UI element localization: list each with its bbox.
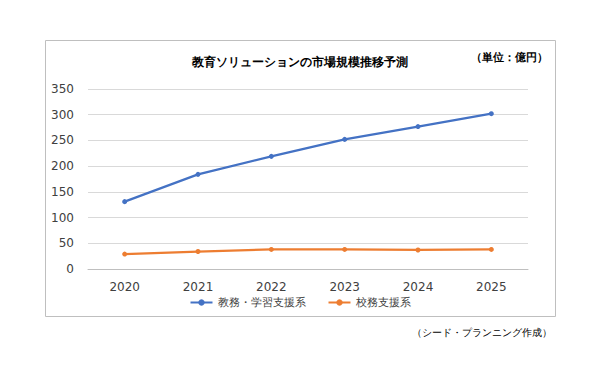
svg-text:350: 350 — [51, 82, 74, 96]
svg-text:2025: 2025 — [476, 280, 507, 294]
svg-text:教務・学習支援系: 教務・学習支援系 — [218, 296, 306, 309]
svg-text:0: 0 — [66, 262, 74, 276]
svg-text:2020: 2020 — [109, 280, 140, 294]
svg-text:2024: 2024 — [403, 280, 434, 294]
svg-text:教育ソリューションの市場規模推移予測: 教育ソリューションの市場規模推移予測 — [191, 55, 408, 69]
svg-text:2021: 2021 — [183, 280, 214, 294]
svg-text:200: 200 — [51, 159, 74, 173]
svg-text:2023: 2023 — [329, 280, 360, 294]
svg-text:100: 100 — [51, 211, 74, 225]
svg-text:250: 250 — [51, 133, 74, 147]
svg-text:150: 150 — [51, 185, 74, 199]
svg-text:（シード・プランニング作成）: （シード・プランニング作成） — [412, 327, 552, 338]
svg-text:校務支援系: 校務支援系 — [355, 296, 411, 309]
svg-text:2022: 2022 — [256, 280, 287, 294]
svg-text:（単位：億円）: （単位：億円） — [471, 51, 548, 64]
svg-text:50: 50 — [59, 236, 74, 250]
svg-text:300: 300 — [51, 108, 74, 122]
